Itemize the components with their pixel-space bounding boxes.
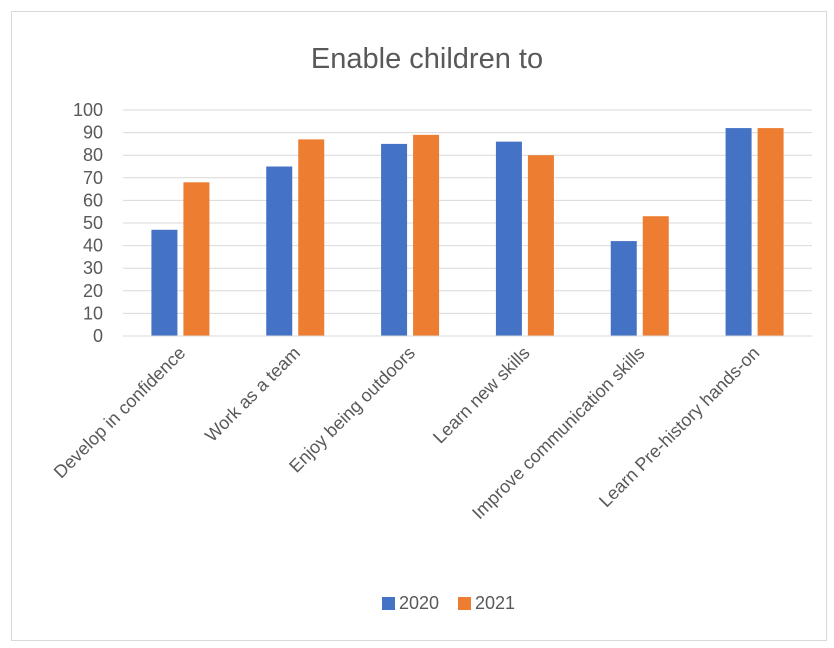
bar-2021 [527, 155, 554, 336]
bar-2020 [725, 128, 752, 336]
legend-swatch-2021 [458, 597, 471, 610]
bar-2021 [298, 139, 325, 336]
x-category-label: Develop in confidence [50, 343, 189, 482]
legend-label: 2021 [475, 593, 515, 613]
y-tick-label: 10 [83, 303, 103, 323]
gridlines [123, 109, 812, 337]
bar-2021 [183, 182, 210, 336]
bar-2020 [151, 229, 178, 336]
x-category-label: Enjoy being outdoors [285, 343, 419, 477]
y-tick-label: 0 [93, 326, 103, 346]
y-tick-label: 50 [83, 213, 103, 233]
y-tick-label: 100 [73, 100, 103, 120]
legend-label: 2020 [399, 593, 439, 613]
bar-2021 [642, 216, 669, 336]
y-tick-label: 70 [83, 168, 103, 188]
bar-2021 [413, 134, 440, 336]
bar-2020 [381, 143, 408, 336]
bar-2020 [495, 141, 522, 336]
bar-2020 [610, 241, 637, 336]
y-tick-label: 90 [83, 123, 103, 143]
bar-2020 [266, 166, 293, 336]
y-tick-label: 30 [83, 258, 103, 278]
chart-title: Enable children to [311, 43, 543, 75]
y-tick-label: 80 [83, 145, 103, 165]
y-tick-label: 60 [83, 190, 103, 210]
legend-swatch-2020 [382, 597, 395, 610]
x-category-label: Learn new skills [429, 343, 534, 448]
y-tick-label: 40 [83, 236, 103, 256]
y-tick-label: 20 [83, 281, 103, 301]
bars [151, 128, 784, 336]
bar-2021 [757, 128, 784, 336]
legend: 2020 2021 [382, 593, 515, 613]
x-category-label: Work as a team [201, 343, 304, 446]
x-axis: Develop in confidence Work as a teamEnjoy… [50, 335, 812, 523]
